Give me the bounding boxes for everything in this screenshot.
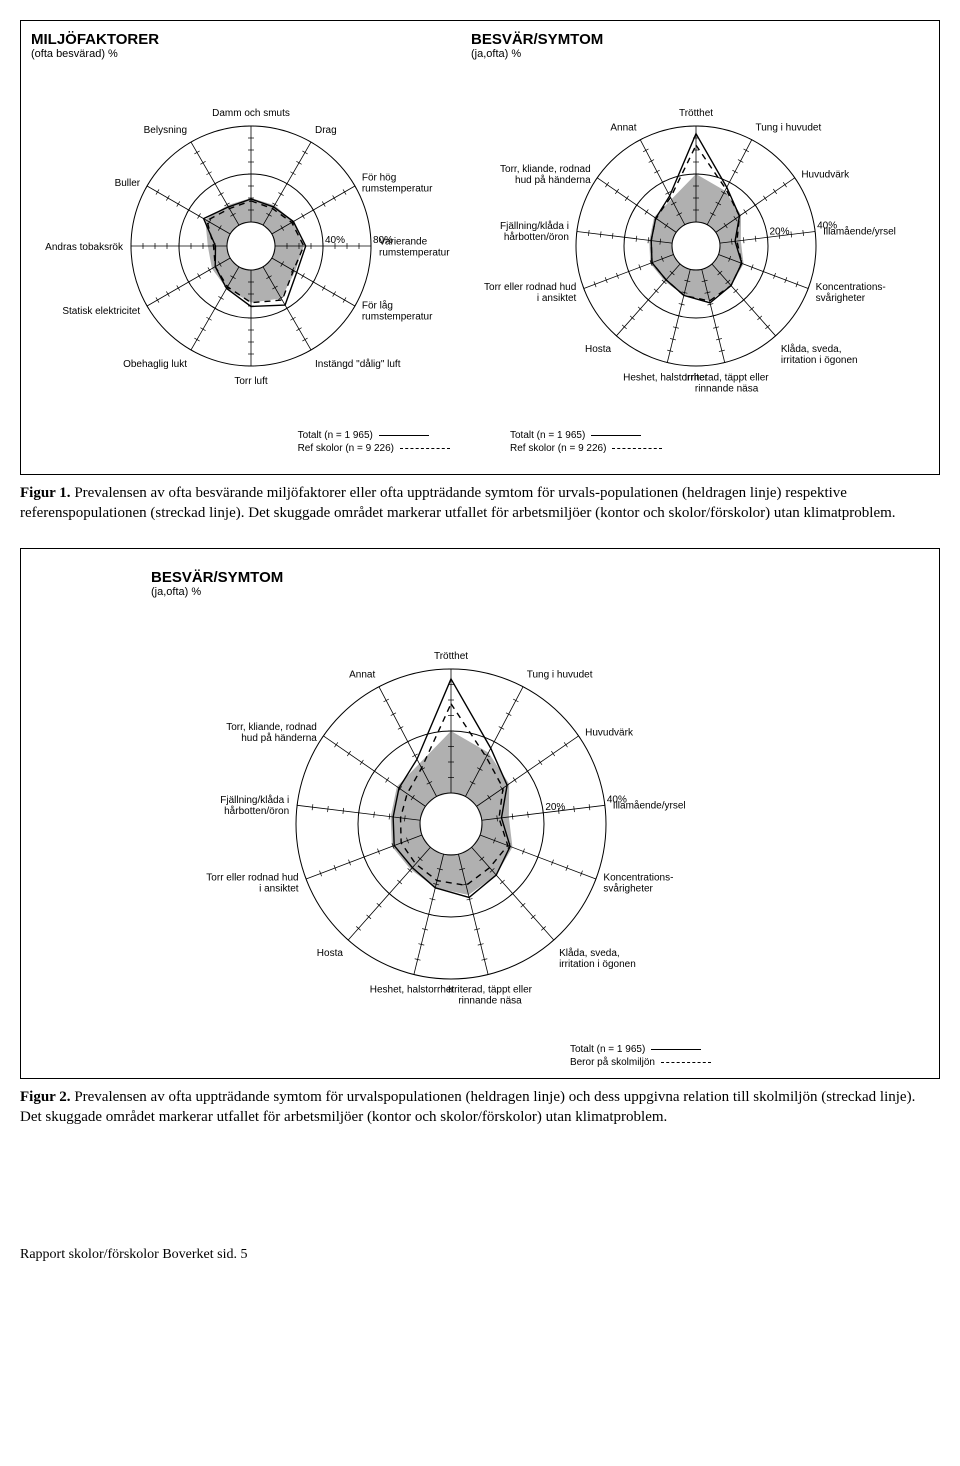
figure-1-box: MILJÖFAKTORER (ofta besvärad) % Damm och…	[20, 20, 940, 475]
env-subtitle: (ofta besvärad) %	[31, 48, 471, 60]
sym-subtitle: (ja,ofta) %	[471, 48, 931, 60]
svg-text:40%: 40%	[817, 221, 837, 232]
figure-2-caption: Figur 2. Prevalensen av ofta uppträdande…	[20, 1087, 940, 1128]
figure-1-row: MILJÖFAKTORER (ofta besvärad) % Damm och…	[31, 31, 929, 426]
fig2-legend-solid-swatch	[651, 1049, 701, 1050]
figure-2-wrap: BESVÄR/SYMTOM (ja,ofta) % Trötthet Tung i…	[151, 569, 751, 1068]
svg-text:Drag: Drag	[315, 125, 337, 136]
svg-text:Damm och smuts: Damm och smuts	[212, 108, 290, 119]
svg-text:Irriterad, täppt ellerrinnande: Irriterad, täppt ellerrinnande näsa	[448, 984, 533, 1006]
fig2-legend-dashed: Beror på skolmiljön	[570, 1057, 711, 1068]
svg-text:Klåda, sveda,irritation i ögon: Klåda, sveda,irritation i ögonen	[559, 947, 636, 970]
figure-1-caption-label: Figur 1.	[20, 485, 71, 501]
svg-text:Belysning: Belysning	[144, 125, 187, 136]
fig2-legend-dashed-label: Beror på skolmiljön	[570, 1057, 655, 1068]
svg-text:Heshet, halstorrhet: Heshet, halstorrhet	[623, 372, 708, 383]
legend-block-left: Totalt (n = 1 965) Ref skolor (n = 9 226…	[298, 430, 450, 454]
legend-dashed-r: Ref skolor (n = 9 226)	[510, 443, 662, 454]
legend-solid-swatch-r	[591, 435, 641, 436]
svg-text:Statisk elektricitet: Statisk elektricitet	[62, 306, 140, 317]
svg-text:Torr, kliande, rodnadhud på hä: Torr, kliande, rodnadhud på händerna	[500, 164, 591, 186]
fig2-legend-dashed-swatch	[661, 1062, 711, 1063]
legend-dashed: Ref skolor (n = 9 226)	[298, 443, 450, 454]
svg-text:80%: 80%	[373, 235, 393, 246]
fig2-legend-solid: Totalt (n = 1 965)	[570, 1044, 711, 1055]
svg-text:Tung i huvudet: Tung i huvudet	[527, 669, 593, 680]
svg-text:Annat: Annat	[349, 669, 375, 680]
svg-text:Obehaglig lukt: Obehaglig lukt	[123, 359, 187, 370]
legend-dashed-swatch-r	[612, 448, 662, 449]
svg-text:Trötthet: Trötthet	[434, 651, 468, 662]
env-radar-chart: Damm och smutsDragFör högrumstemperaturV…	[31, 66, 471, 426]
fig2-title: BESVÄR/SYMTOM	[151, 569, 751, 586]
svg-text:Heshet, halstorrhet: Heshet, halstorrhet	[370, 984, 455, 995]
svg-text:Fjällning/klåda ihårbotten/öro: Fjällning/klåda ihårbotten/öron	[500, 220, 569, 243]
svg-text:Torr, kliande, rodnadhud på hä: Torr, kliande, rodnadhud på händerna	[226, 721, 317, 743]
legend-solid: Totalt (n = 1 965)	[298, 430, 450, 441]
legend-dashed-label: Ref skolor (n = 9 226)	[298, 443, 394, 454]
svg-text:Torr luft: Torr luft	[234, 376, 268, 387]
svg-text:Trötthet: Trötthet	[679, 108, 713, 119]
svg-text:Instängd "dålig" luft: Instängd "dålig" luft	[315, 358, 401, 370]
figure-2-caption-text: Prevalensen av ofta uppträdande symtom f…	[20, 1089, 915, 1125]
legend-solid-swatch	[379, 435, 429, 436]
svg-text:Andras tobaksrök: Andras tobaksrök	[45, 242, 124, 253]
svg-text:Klåda, sveda,irritation i ögon: Klåda, sveda,irritation i ögonen	[781, 343, 858, 366]
svg-text:Koncentrations-svårigheter: Koncentrations-svårigheter	[603, 872, 673, 894]
svg-text:För högrumstemperatur: För högrumstemperatur	[362, 173, 433, 195]
svg-text:För lågrumstemperatur: För lågrumstemperatur	[362, 300, 433, 323]
legend-solid-r: Totalt (n = 1 965)	[510, 430, 662, 441]
page-footer: Rapport skolor/förskolor Boverket sid. 5	[20, 1247, 940, 1263]
legend-solid-label-r: Totalt (n = 1 965)	[510, 430, 585, 441]
svg-text:Huvudvärk: Huvudvärk	[585, 727, 634, 738]
env-radar-panel: MILJÖFAKTORER (ofta besvärad) % Damm och…	[31, 31, 471, 426]
svg-text:Huvudvärk: Huvudvärk	[801, 169, 850, 180]
svg-text:20%: 20%	[545, 801, 565, 812]
figure-1-legend: Totalt (n = 1 965) Ref skolor (n = 9 226…	[31, 430, 929, 454]
figure-2-box: BESVÄR/SYMTOM (ja,ofta) % Trötthet Tung i…	[20, 548, 940, 1079]
fig2-subtitle: (ja,ofta) %	[151, 586, 751, 598]
svg-text:40%: 40%	[607, 794, 627, 805]
legend-solid-label: Totalt (n = 1 965)	[298, 430, 373, 441]
svg-text:20%: 20%	[769, 226, 789, 237]
figure-1-caption: Figur 1. Prevalensen av ofta besvärande …	[20, 483, 940, 524]
sym-radar-chart: TrötthetTung i huvudetHuvudvärkIllamåend…	[471, 66, 931, 426]
legend-dashed-label-r: Ref skolor (n = 9 226)	[510, 443, 606, 454]
fig2-legend-solid-label: Totalt (n = 1 965)	[570, 1044, 645, 1055]
svg-text:Buller: Buller	[115, 178, 141, 189]
svg-text:40%: 40%	[325, 235, 345, 246]
svg-text:Torr eller rodnad hudi ansikte: Torr eller rodnad hudi ansiktet	[206, 872, 298, 894]
figure-2-legend: Totalt (n = 1 965) Beror på skolmiljön	[570, 1044, 711, 1068]
env-title: MILJÖFAKTORER	[31, 31, 471, 48]
svg-text:Annat: Annat	[610, 123, 636, 134]
fig2-radar-chart: TrötthetTung i huvudetHuvudvärkIllamåend…	[151, 604, 751, 1044]
legend-block-right: Totalt (n = 1 965) Ref skolor (n = 9 226…	[510, 430, 662, 454]
svg-text:Fjällning/klåda ihårbotten/öro: Fjällning/klåda ihårbotten/öron	[220, 793, 289, 816]
svg-text:Hosta: Hosta	[585, 344, 612, 355]
legend-dashed-swatch	[400, 448, 450, 449]
svg-text:Tung i huvudet: Tung i huvudet	[755, 123, 821, 134]
svg-text:Torr eller rodnad hudi ansikte: Torr eller rodnad hudi ansiktet	[484, 282, 576, 304]
figure-1-caption-text: Prevalensen av ofta besvärande miljöfakt…	[20, 485, 896, 521]
svg-text:Koncentrations-svårigheter: Koncentrations-svårigheter	[816, 282, 886, 304]
sym-title: BESVÄR/SYMTOM	[471, 31, 931, 48]
sym-radar-panel: BESVÄR/SYMTOM (ja,ofta) % Trötthet Tung i…	[471, 31, 931, 426]
figure-2-caption-label: Figur 2.	[20, 1089, 71, 1105]
svg-text:Hosta: Hosta	[317, 948, 344, 959]
